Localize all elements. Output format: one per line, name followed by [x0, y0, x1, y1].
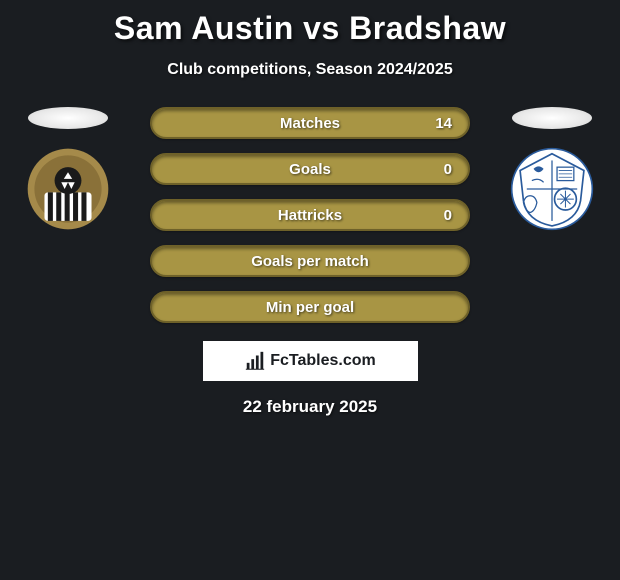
stat-row-hattricks: Hattricks 0 [150, 199, 470, 231]
right-player-column [502, 107, 602, 231]
page-title: Sam Austin vs Bradshaw [0, 0, 620, 47]
comparison-panel: Matches 14 Goals 0 Hattricks 0 Goals per… [0, 107, 620, 417]
subtitle: Club competitions, Season 2024/2025 [0, 61, 620, 79]
bar-chart-icon [244, 350, 266, 372]
stat-row-goals: Goals 0 [150, 153, 470, 185]
date-label: 22 february 2025 [0, 397, 620, 417]
stat-label: Hattricks [278, 207, 342, 224]
stat-value: 0 [444, 161, 452, 178]
left-team-crest [26, 147, 110, 231]
right-player-avatar [512, 107, 592, 129]
stat-label: Min per goal [266, 299, 354, 316]
stat-row-goals-per-match: Goals per match [150, 245, 470, 277]
right-team-crest [510, 147, 594, 231]
stats-list: Matches 14 Goals 0 Hattricks 0 Goals per… [150, 107, 470, 323]
stat-row-matches: Matches 14 [150, 107, 470, 139]
stat-label: Goals per match [251, 253, 369, 270]
brand-text: FcTables.com [270, 352, 376, 370]
stat-label: Matches [280, 115, 340, 132]
stat-value: 0 [444, 207, 452, 224]
brand-badge: FcTables.com [203, 341, 418, 381]
stat-label: Goals [289, 161, 331, 178]
left-player-avatar [28, 107, 108, 129]
left-player-column [18, 107, 118, 231]
stat-value: 14 [435, 115, 452, 132]
stat-row-min-per-goal: Min per goal [150, 291, 470, 323]
